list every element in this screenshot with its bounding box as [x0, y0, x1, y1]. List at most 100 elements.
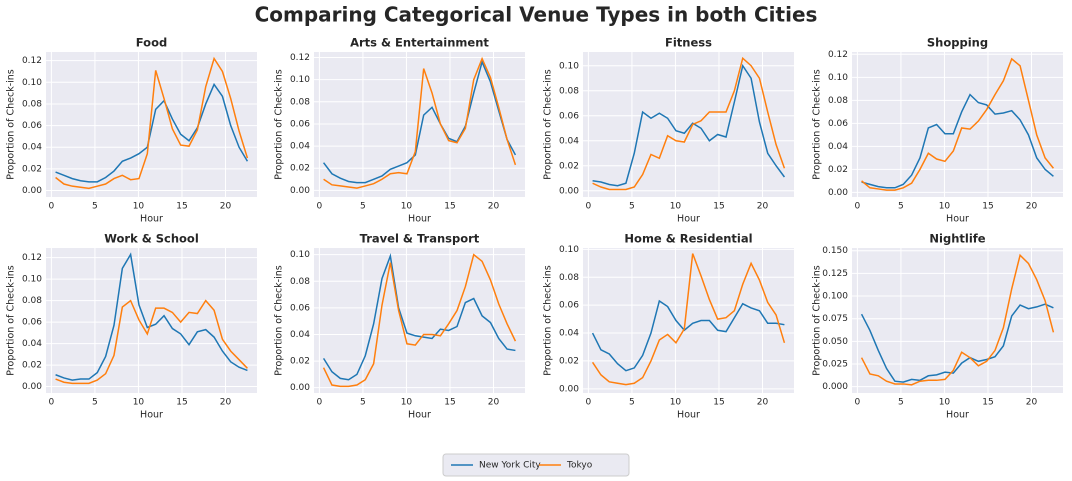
y-tick-label: 0.06: [22, 121, 42, 131]
y-tick-label: 0.08: [828, 96, 848, 106]
x-tick-label: 5: [898, 202, 904, 212]
x-tick-label: 15: [444, 398, 455, 408]
series-line: [55, 252, 248, 381]
subplot: 0 5 10 15 20 0.00 0.02 0.04 0.06 0.08 0.10 0.12 Work…: [6, 232, 257, 421]
y-tick-label: 0.12: [828, 50, 848, 60]
series-line: [322, 59, 517, 184]
subplot-title: Arts & Entertainment: [350, 36, 489, 50]
x-tick-label: 15: [176, 202, 187, 212]
y-tick-label: 0.02: [559, 161, 579, 171]
x-axis-label: Hour: [946, 410, 969, 421]
x-tick-label: 10: [670, 202, 682, 212]
y-tick-label: 0.06: [559, 301, 579, 311]
series-line: [592, 63, 786, 187]
y-tick-label: 0.06: [828, 119, 848, 129]
x-tick-label: 20: [220, 202, 232, 212]
y-tick-label: 0.04: [828, 142, 848, 152]
series-line: [591, 299, 785, 372]
y-tick-label: 0.025: [822, 360, 848, 370]
x-tick-label: 15: [444, 202, 455, 212]
subplot-title: Travel & Transport: [360, 232, 480, 246]
y-tick-label: 0.10: [828, 73, 848, 83]
y-tick-label: 0.00: [22, 186, 42, 196]
series-line: [323, 56, 517, 189]
series-line: [860, 303, 1054, 383]
subplot-title: Work & School: [104, 232, 199, 246]
series-line: [861, 57, 1055, 191]
y-tick-label: 0.02: [22, 164, 42, 174]
x-tick-label: 10: [401, 202, 413, 212]
x-axis-label: Hour: [140, 410, 163, 421]
x-tick-label: 0: [49, 398, 55, 408]
y-tick-label: 0.12: [22, 56, 42, 66]
series-line: [592, 56, 786, 191]
x-tick-label: 20: [757, 398, 769, 408]
y-tick-label: 0.075: [822, 314, 848, 324]
subplot-title: Home & Residential: [624, 232, 752, 246]
y-tick-label: 0.06: [290, 303, 310, 313]
series-line: [322, 253, 517, 388]
x-tick-label: 20: [757, 202, 769, 212]
x-tick-label: 10: [939, 398, 951, 408]
y-axis-label: Proportion of Check-ins: [543, 69, 554, 180]
y-axis-label: Proportion of Check-ins: [812, 69, 823, 180]
y-tick-label: 0.04: [22, 339, 42, 349]
y-tick-label: 0.10: [22, 78, 42, 88]
series-line: [591, 253, 786, 386]
x-tick-label: 10: [133, 202, 145, 212]
x-tick-label: 5: [360, 202, 366, 212]
y-tick-label: 0.12: [290, 53, 310, 63]
y-tick-label: 0.04: [559, 136, 579, 146]
y-tick-label: 0.125: [822, 269, 848, 279]
y-axis-label: Proportion of Check-ins: [274, 69, 285, 180]
y-axis-label: Proportion of Check-ins: [543, 265, 554, 376]
y-axis-label: Proportion of Check-ins: [812, 265, 823, 376]
x-tick-label: 20: [220, 398, 232, 408]
series-line: [861, 93, 1054, 189]
y-axis-label: Proportion of Check-ins: [274, 265, 285, 376]
series-line: [322, 253, 516, 381]
figure-title: Comparing Categorical Venue Types in bot…: [255, 3, 818, 27]
y-tick-label: 0.08: [290, 97, 310, 107]
y-tick-label: 0.06: [22, 318, 42, 328]
y-tick-label: 0.050: [822, 337, 848, 347]
y-tick-label: 0.04: [290, 330, 310, 340]
x-tick-label: 0: [49, 202, 55, 212]
y-tick-label: 0.150: [822, 246, 848, 256]
x-axis-label: Hour: [408, 214, 431, 225]
subplot-title: Food: [136, 36, 167, 50]
x-axis-label: Hour: [946, 214, 969, 225]
x-axis-label: Hour: [677, 214, 700, 225]
x-tick-label: 20: [1026, 202, 1038, 212]
y-tick-label: 0.00: [559, 384, 579, 394]
subplot: 0 5 10 15 20 0.00 0.02 0.04 0.06 0.08 0.10 0.12 Shop…: [812, 36, 1063, 225]
x-tick-label: 15: [176, 398, 187, 408]
y-tick-label: 0.10: [559, 61, 579, 71]
x-tick-label: 10: [670, 398, 682, 408]
y-tick-label: 0.02: [559, 356, 579, 366]
y-tick-label: 0.00: [290, 383, 310, 393]
series-line: [55, 299, 248, 385]
y-tick-label: 0.000: [822, 382, 848, 392]
y-tick-label: 0.02: [22, 361, 42, 371]
y-tick-label: 0.10: [290, 250, 310, 260]
y-tick-label: 0.02: [290, 164, 310, 174]
x-tick-label: 20: [1026, 398, 1038, 408]
legend: New York City Tokyo: [442, 453, 630, 477]
y-tick-label: 0.08: [559, 273, 579, 283]
y-tick-label: 0.06: [559, 111, 579, 121]
y-axis-label: Proportion of Check-ins: [6, 69, 17, 180]
plot-area: [314, 248, 525, 393]
legend-label: Tokyo: [566, 461, 593, 471]
y-tick-label: 0.00: [828, 188, 848, 198]
series-line: [55, 82, 249, 183]
subplot-title: Shopping: [927, 36, 988, 50]
series-line: [860, 253, 1055, 386]
x-tick-label: 0: [586, 398, 592, 408]
legend-box: [442, 453, 630, 477]
y-tick-label: 0.04: [22, 143, 42, 153]
subplot-title: Fitness: [665, 36, 712, 50]
x-tick-label: 10: [133, 398, 145, 408]
x-tick-label: 10: [939, 202, 951, 212]
